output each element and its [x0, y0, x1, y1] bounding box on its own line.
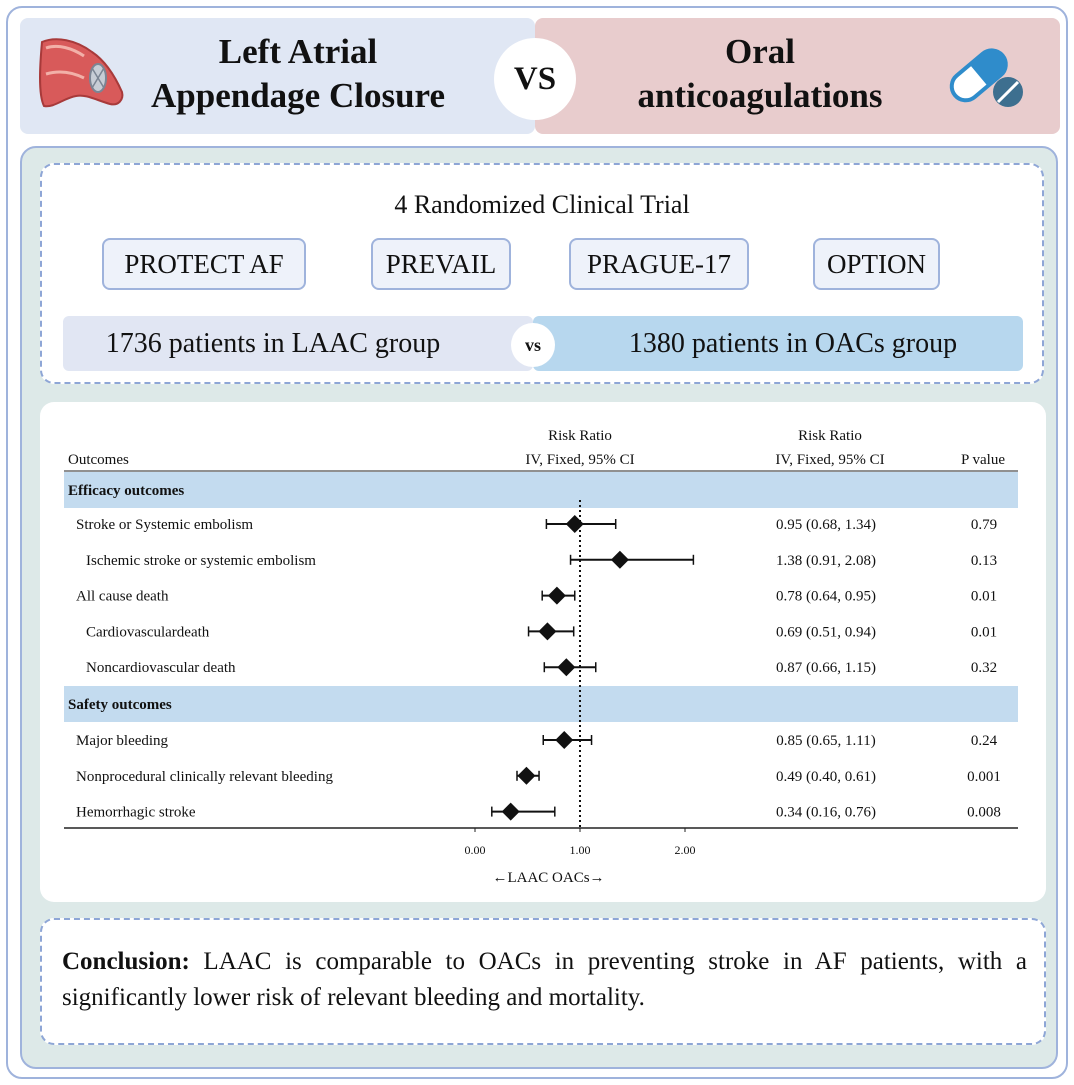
conclusion-box	[40, 918, 1046, 1045]
oac-group: 1380 patients in OACs group	[533, 316, 1023, 371]
outcome-label: Noncardiovascular death	[86, 660, 236, 676]
estimate-diamond	[555, 731, 574, 749]
ci-text: 1.38 (0.91, 2.08)	[776, 553, 876, 569]
estimate-diamond	[610, 550, 629, 569]
estimate-diamond	[557, 658, 576, 677]
col-header-rr: Risk Ratio	[798, 428, 862, 444]
laac-title-line1: Left Atrial	[218, 32, 378, 71]
conclusion-text: Conclusion: LAAC is comparable to OACs i…	[62, 944, 1027, 1016]
vs-small-badge: vs	[511, 323, 555, 367]
pill-capsule-icon	[949, 48, 1023, 107]
p-value: 0.01	[971, 589, 997, 605]
estimate-diamond	[547, 586, 566, 605]
laac-title: Left Atrial Appendage Closure	[128, 30, 468, 118]
oac-title: Oral anticoagulations	[590, 30, 930, 118]
outcome-label: Nonprocedural clinically relevant bleedi…	[76, 769, 333, 785]
section-band	[64, 686, 1018, 722]
oac-group-label: 1380 patients in OACs group	[628, 327, 958, 359]
x-tick-label: 0.00	[465, 843, 486, 857]
estimate-diamond	[501, 802, 520, 821]
trial-prague-17: PRAGUE-17	[569, 238, 749, 290]
x-tick-label: 2.00	[675, 843, 696, 857]
oac-title-line1: Oral	[725, 32, 795, 71]
x-axis-label: ←LAAC OACs→	[492, 870, 604, 886]
ci-text: 0.34 (0.16, 0.76)	[776, 805, 876, 821]
trials-title: 4 Randomized Clinical Trial	[394, 190, 690, 219]
ci-text: 0.85 (0.65, 1.11)	[776, 733, 875, 749]
p-value: 0.13	[971, 553, 997, 569]
conclusion-label: Conclusion:	[62, 948, 190, 975]
outer-frame	[6, 6, 1068, 1079]
ci-text: 0.49 (0.40, 0.61)	[776, 769, 876, 785]
x-tick-label: 1.00	[570, 843, 591, 857]
laac-group: 1736 patients in LAAC group	[63, 316, 533, 371]
outcome-label: Major bleeding	[76, 733, 169, 749]
estimate-diamond	[517, 766, 536, 785]
section-title: Safety outcomes	[68, 697, 172, 713]
p-value: 0.24	[971, 733, 998, 749]
section-title: Efficacy outcomes	[68, 483, 184, 499]
laac-title-line2: Appendage Closure	[151, 76, 445, 115]
vs-badge: VS	[494, 38, 576, 120]
estimate-diamond	[565, 515, 584, 533]
p-value: 0.01	[971, 624, 997, 640]
col-header-plot-ci: IV, Fixed, 95% CI	[525, 452, 634, 468]
p-value: 0.32	[971, 660, 997, 676]
col-header-outcomes: Outcomes	[68, 452, 129, 468]
col-header-plot-rr: Risk Ratio	[548, 428, 612, 444]
conclusion-body: LAAC is comparable to OACs in preventing…	[62, 948, 1027, 1011]
outcome-label: Stroke or Systemic embolism	[76, 517, 253, 533]
estimate-diamond	[538, 622, 557, 641]
outcome-label: Ischemic stroke or systemic embolism	[86, 553, 316, 569]
section-band	[64, 472, 1018, 508]
col-header-ci: IV, Fixed, 95% CI	[775, 452, 884, 468]
outcome-label: Hemorrhagic stroke	[76, 805, 196, 821]
p-value: 0.001	[967, 769, 1001, 785]
heart-appendage-icon	[39, 38, 124, 108]
trial-option: OPTION	[813, 238, 940, 290]
ci-text: 0.69 (0.51, 0.94)	[776, 624, 876, 640]
col-header-pvalue: P value	[961, 452, 1005, 468]
ci-text: 0.87 (0.66, 1.15)	[776, 660, 876, 676]
ci-text: 0.95 (0.68, 1.34)	[776, 517, 876, 533]
p-value: 0.008	[967, 805, 1001, 821]
outcome-label: Cardiovasculardeath	[86, 624, 210, 640]
laac-group-label: 1736 patients in LAAC group	[105, 327, 441, 359]
ci-text: 0.78 (0.64, 0.95)	[776, 589, 876, 605]
trial-protect-af: PROTECT AF	[102, 238, 306, 290]
trial-prevail: PREVAIL	[371, 238, 511, 290]
p-value: 0.79	[971, 517, 997, 533]
outcome-label: All cause death	[76, 589, 169, 605]
oac-title-line2: anticoagulations	[637, 76, 883, 115]
